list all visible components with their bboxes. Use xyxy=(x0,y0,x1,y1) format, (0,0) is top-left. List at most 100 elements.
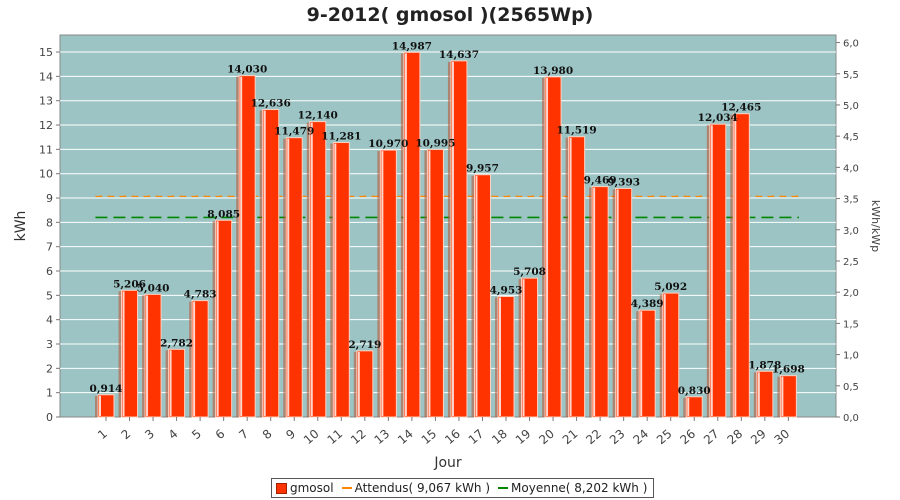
data-label: 13,980 xyxy=(533,65,573,77)
x-tick-label: 21 xyxy=(560,427,581,448)
bar-highlight xyxy=(310,122,313,416)
y-tick-label-right: 2,0 xyxy=(843,288,859,299)
y-tick-label-right: 3,5 xyxy=(843,195,859,206)
bar-highlight xyxy=(287,138,290,417)
data-label: 5,040 xyxy=(137,282,170,294)
y-axis-label-left: kWh xyxy=(13,211,29,242)
x-tick-label: 30 xyxy=(772,427,793,448)
y-tick-label-right: 2,5 xyxy=(843,257,859,268)
y-tick-label-right: 1,0 xyxy=(843,351,859,362)
y-tick-label: 5 xyxy=(46,289,53,302)
data-label: 12,140 xyxy=(298,110,338,122)
data-label: 11,519 xyxy=(557,125,597,137)
data-label: 2,782 xyxy=(160,337,193,349)
bar-highlight xyxy=(569,137,572,416)
x-tick-label: 22 xyxy=(583,427,604,448)
legend-item-moyenne: Moyenne( 8,202 kWh ) xyxy=(498,481,647,495)
legend-item-gmosol: gmosol xyxy=(276,481,334,495)
bar-highlight xyxy=(757,372,760,416)
bar-highlight xyxy=(734,114,737,417)
data-label: 5,708 xyxy=(513,266,546,278)
data-label: 5,206 xyxy=(113,278,146,290)
y-tick-label: 6 xyxy=(46,265,53,278)
x-axis: 1 2 3 4 5 6 7 8 9 10 11 12 13 14 15 16 17 18 19 20 21 22 23 24 2… xyxy=(95,417,792,447)
y-tick-label: 14 xyxy=(39,70,53,83)
bar-highlight xyxy=(640,311,643,416)
data-label: 12,636 xyxy=(251,98,291,110)
bar-highlight xyxy=(263,110,266,416)
legend-swatch-attendus xyxy=(341,487,352,489)
x-tick-label: 11 xyxy=(325,427,346,448)
bar-highlight xyxy=(146,295,149,416)
legend-swatch-gmosol xyxy=(276,482,287,494)
data-label: 5,092 xyxy=(654,281,687,293)
y-tick-label-right: 4,5 xyxy=(843,132,859,143)
data-label: 0,914 xyxy=(90,383,123,395)
bar-highlight xyxy=(781,376,784,416)
data-label: 1,878 xyxy=(748,359,781,371)
x-tick-label: 17 xyxy=(466,427,487,448)
data-label: 4,783 xyxy=(184,289,217,301)
data-label: 10,995 xyxy=(415,137,455,149)
legend-swatch-moyenne xyxy=(498,487,509,489)
y-tick-label: 0 xyxy=(46,411,53,424)
bar-highlight xyxy=(475,175,478,416)
x-tick-label: 8 xyxy=(260,427,275,443)
x-tick-label: 3 xyxy=(142,427,157,443)
bar-highlight xyxy=(522,279,525,416)
x-tick-label: 7 xyxy=(236,427,251,443)
legend-label-attendus: Attendus( 9,067 kWh ) xyxy=(354,481,491,495)
x-tick-label: 6 xyxy=(213,427,228,443)
data-label: 9,957 xyxy=(466,163,499,175)
legend-label-moyenne: Moyenne( 8,202 kWh ) xyxy=(511,481,648,495)
y-tick-label-right: 5,0 xyxy=(843,101,859,112)
x-tick-label: 1 xyxy=(95,427,110,443)
x-tick-label: 12 xyxy=(348,427,369,448)
x-tick-label: 23 xyxy=(607,427,628,448)
x-tick-label: 16 xyxy=(442,427,463,448)
bar-highlight xyxy=(99,395,101,416)
x-tick-label: 18 xyxy=(489,427,510,448)
x-tick-label: 25 xyxy=(654,427,675,448)
bar-highlight xyxy=(428,150,431,417)
bar-highlight xyxy=(216,221,219,416)
chart-title: 9-2012( gmosol )(2565Wp) xyxy=(307,4,594,26)
y-tick-label: 11 xyxy=(39,143,53,156)
x-tick-label: 9 xyxy=(283,427,298,443)
x-tick-label: 2 xyxy=(119,427,134,443)
x-tick-label: 13 xyxy=(372,427,393,448)
x-tick-label: 4 xyxy=(166,427,181,443)
bar-highlight xyxy=(663,294,666,416)
bar-highlight xyxy=(334,143,337,416)
data-label: 9,469 xyxy=(584,175,617,187)
data-label: 1,698 xyxy=(772,364,805,376)
y-tick-label-right: 3,0 xyxy=(843,226,859,237)
y-tick-label: 10 xyxy=(39,168,53,181)
bar-highlight xyxy=(546,77,549,417)
x-tick-label: 24 xyxy=(630,427,651,448)
data-label: 14,987 xyxy=(392,40,432,52)
y-tick-label: 8 xyxy=(46,216,53,229)
bar-highlight xyxy=(687,397,690,416)
y-tick-label-right: 6,0 xyxy=(843,39,859,50)
x-tick-label: 28 xyxy=(725,427,746,448)
x-tick-label: 29 xyxy=(748,427,769,448)
x-tick-label: 26 xyxy=(677,427,698,448)
data-label: 4,953 xyxy=(490,284,523,296)
y-tick-label: 9 xyxy=(46,192,53,205)
bar-highlight xyxy=(240,76,243,416)
data-label: 0,830 xyxy=(678,385,711,397)
bar-highlight xyxy=(169,350,172,416)
bar-highlight xyxy=(193,301,196,416)
bar-highlight xyxy=(451,61,454,416)
bar-highlight xyxy=(404,53,407,417)
bar-highlight xyxy=(122,291,125,416)
bars xyxy=(95,51,797,418)
x-tick-label: 20 xyxy=(536,427,557,448)
x-tick-label: 19 xyxy=(513,427,534,448)
data-label: 8,085 xyxy=(207,208,240,220)
bar-highlight xyxy=(616,189,619,416)
y-axis-label-right: kWh/kWp xyxy=(869,200,882,252)
y-tick-label: 15 xyxy=(39,46,53,59)
